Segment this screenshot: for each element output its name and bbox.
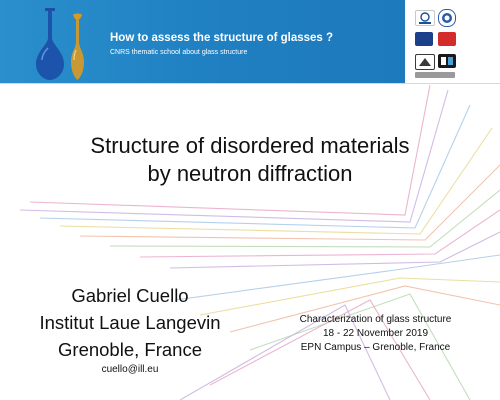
slide-title-line-2: by neutron diffraction — [147, 161, 353, 186]
author-name: Gabriel Cuello — [71, 285, 189, 306]
ray-line — [59, 127, 493, 235]
institute-logo-icon — [415, 54, 435, 70]
partner-logo-icon — [415, 72, 455, 78]
cnrs-logo-icon — [438, 9, 456, 27]
ray-line — [174, 254, 500, 301]
slide-title-line-1: Structure of disordered materials — [90, 133, 410, 158]
header-banner: How to assess the structure of glasses ?… — [0, 0, 500, 84]
ray-line — [199, 277, 500, 316]
cea-logo-icon — [438, 32, 456, 46]
ray-line — [79, 164, 500, 241]
partner-logos — [405, 0, 500, 83]
ray-line — [209, 299, 431, 400]
grenoble-logo-icon — [438, 54, 456, 68]
header-subtitle: CNRS thematic school about glass structu… — [110, 49, 248, 56]
author-block: Gabriel Cuello Institut Laue Langevin Gr… — [10, 282, 250, 363]
esrf-logo-icon — [415, 10, 435, 26]
author-email: cuello@ill.eu — [101, 364, 159, 375]
ray-line — [19, 89, 449, 223]
author-location: Grenoble, France — [58, 339, 202, 360]
slide-title: Structure of disordered materials by neu… — [40, 132, 460, 188]
ray-line — [109, 189, 500, 248]
ray-line — [249, 293, 471, 400]
event-location: EPN Campus – Grenoble, France — [300, 342, 451, 353]
ray-line — [229, 285, 500, 333]
ray-line — [139, 209, 500, 258]
ray-line — [39, 104, 471, 229]
event-name: Characterization of glass structure — [299, 314, 452, 325]
header-title: How to assess the structure of glasses ? — [110, 32, 334, 44]
author-institution: Institut Laue Langevin — [39, 312, 221, 333]
event-block: Characterization of glass structure 18 -… — [268, 313, 483, 355]
glass-vases-image — [36, 8, 84, 80]
ill-logo-icon — [415, 32, 433, 46]
ray-line — [169, 231, 500, 269]
event-dates: 18 - 22 November 2019 — [322, 328, 429, 339]
ray-line — [179, 304, 391, 400]
ray-line — [29, 84, 431, 216]
